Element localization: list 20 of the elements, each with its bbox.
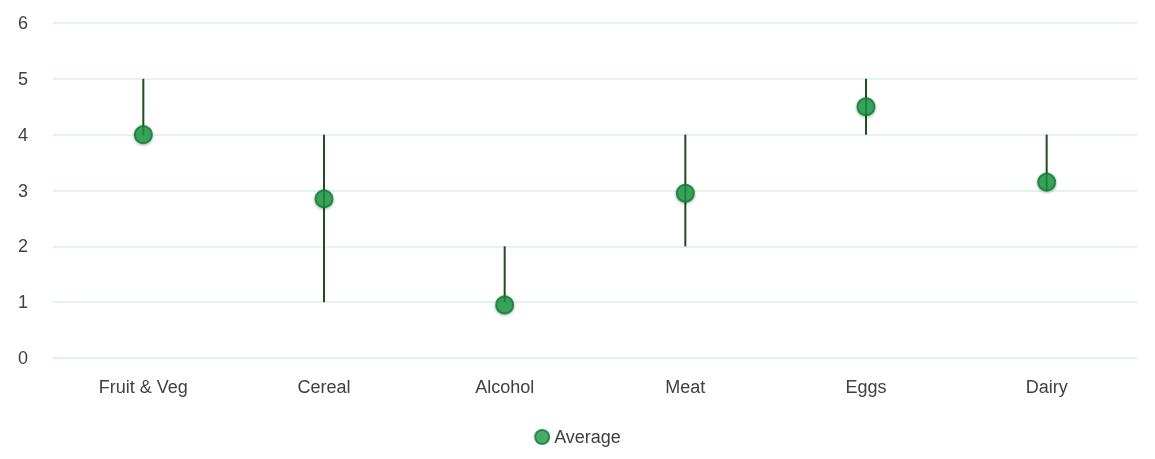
y-tick-label: 0 (17, 348, 28, 368)
y-tick-label: 2 (17, 236, 28, 257)
x-tick-label: Eggs (845, 377, 887, 397)
x-tick-label: Meat (665, 377, 706, 397)
point (856, 97, 876, 117)
y-tick-label: 3 (17, 180, 28, 201)
x-tick-label: Dairy (1025, 377, 1068, 397)
x-tick-label: Alcohol (475, 377, 535, 397)
x-tick-label: Fruit & Veg (98, 377, 188, 397)
y-tick-label: 6 (17, 13, 28, 33)
point (314, 189, 334, 209)
point (495, 295, 515, 315)
point (675, 183, 695, 203)
point (133, 125, 153, 145)
y-tick-label: 1 (17, 292, 28, 313)
point (1037, 172, 1057, 192)
x-tick-label: Cereal (297, 377, 351, 397)
y-tick-label: 4 (17, 124, 28, 145)
y-tick-label: 5 (17, 68, 28, 89)
legend-label: Average (554, 427, 621, 447)
